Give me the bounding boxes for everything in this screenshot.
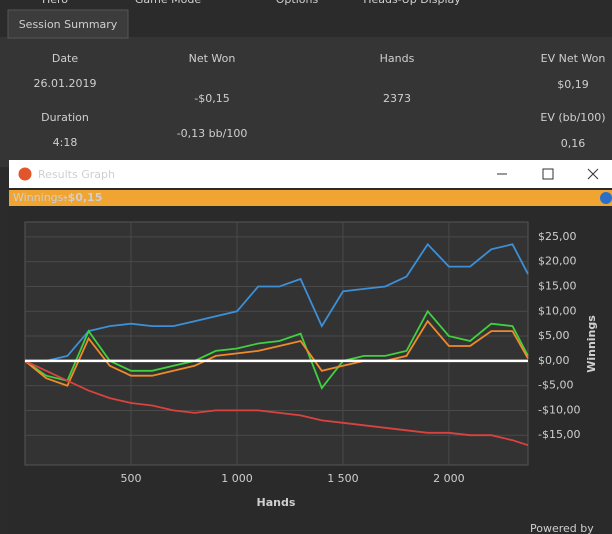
- title-bar: [9, 160, 612, 188]
- stat-label: Duration: [41, 111, 89, 124]
- menu-tab: Options: [276, 0, 319, 6]
- x-axis-label: Hands: [257, 496, 296, 509]
- status-label: Winnings:: [13, 191, 67, 204]
- stat-label: Date: [52, 52, 79, 65]
- app-icon: [18, 167, 32, 181]
- x-tick-label: 1 000: [221, 472, 253, 485]
- active-tab[interactable]: [7, 9, 129, 39]
- stat-value: 26.01.2019: [34, 77, 97, 90]
- status-bar: [9, 190, 612, 206]
- y-axis-label: Winnings: [585, 315, 598, 373]
- y-tick-label: -$10,00: [538, 403, 580, 416]
- y-tick-label: $15,00: [538, 279, 577, 292]
- x-tick-label: 2 000: [433, 472, 465, 485]
- x-tick-label: 1 500: [327, 472, 359, 485]
- footer: Powered by: [530, 522, 594, 534]
- stat-value: 4:18: [53, 136, 78, 149]
- stat-value: $0,19: [557, 78, 589, 91]
- series-line: [24, 319, 529, 387]
- stat-sub: -0,13 bb/100: [177, 127, 248, 140]
- stat-value: -$0,15: [194, 92, 229, 105]
- stat-label: EV Net Won: [541, 52, 606, 65]
- y-tick-label: $0,00: [538, 354, 570, 367]
- stat-label: Net Won: [189, 52, 236, 65]
- close-button[interactable]: [587, 168, 599, 180]
- stat-value: 2373: [383, 92, 411, 105]
- y-tick-label: $5,00: [538, 329, 570, 342]
- y-tick-label: $10,00: [538, 304, 577, 317]
- summary-panel: [0, 37, 612, 167]
- y-tick-label: $20,00: [538, 255, 577, 268]
- window-title: Results Graph: [38, 168, 115, 181]
- x-tick-label: 500: [120, 472, 141, 485]
- maximize-button[interactable]: [542, 168, 554, 180]
- stat-value: 0,16: [561, 137, 586, 150]
- y-tick-label: -$15,00: [538, 428, 580, 441]
- stat-label: EV (bb/100): [540, 111, 605, 124]
- series-line: [24, 360, 529, 447]
- status-value: -$0,15: [63, 191, 102, 204]
- menu-tab: Game Mode: [135, 0, 201, 6]
- menu-tab: Heads-Up Display: [363, 0, 461, 6]
- y-tick-label: -$5,00: [538, 379, 573, 392]
- help-icon[interactable]: [600, 192, 612, 204]
- menu-tab: Hero: [42, 0, 68, 6]
- series-line: [25, 242, 529, 362]
- stat-label: Hands: [380, 52, 415, 65]
- plot-area: [24, 221, 529, 466]
- y-tick-label: $25,00: [538, 230, 577, 243]
- active-tab-label[interactable]: Session Summary: [19, 18, 118, 31]
